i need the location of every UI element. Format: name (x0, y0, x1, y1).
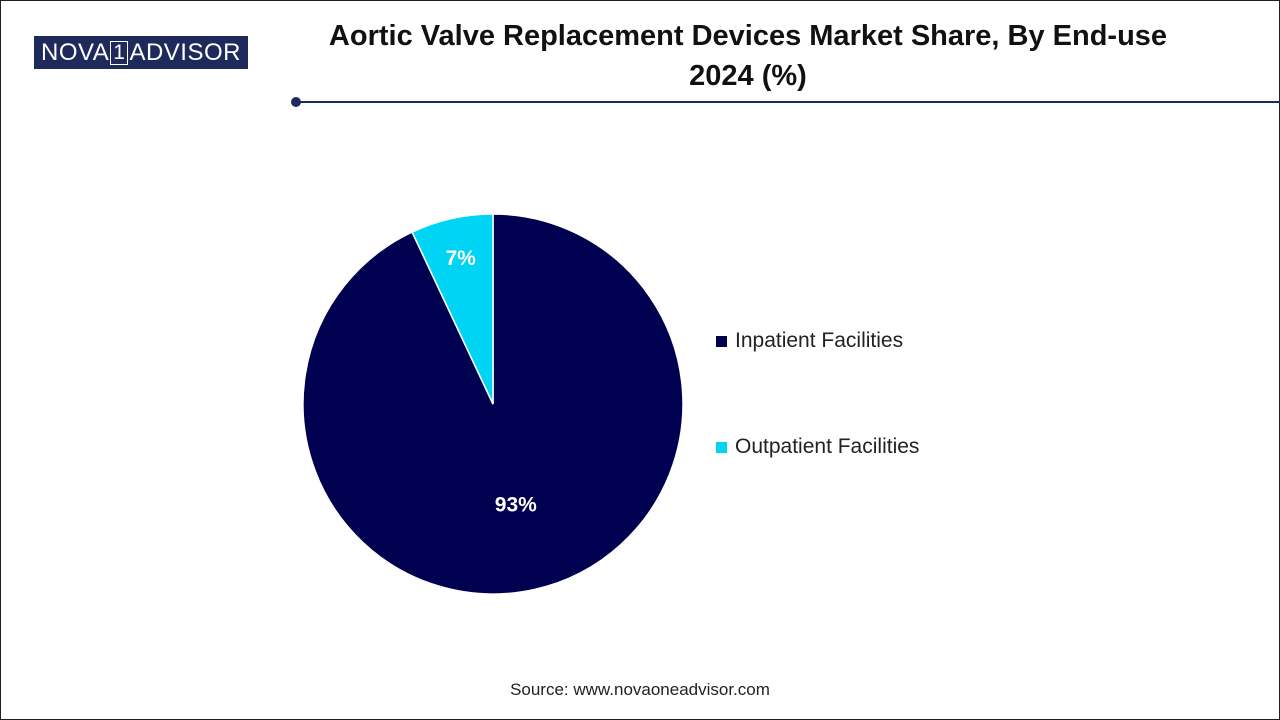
pie-slice-labels: 93% 7% (445, 247, 537, 517)
chart-legend: Inpatient Facilities Outpatient Faciliti… (716, 326, 919, 538)
logo-text-box: 1 (110, 40, 129, 65)
legend-label-inpatient: Inpatient Facilities (735, 329, 904, 352)
title-divider-line (300, 101, 1280, 103)
pie-label-inpatient-facilities: 93% (495, 494, 537, 517)
title-divider-dot (291, 97, 301, 107)
nova-one-advisor-logo: NOVA 1 ADVISOR (34, 36, 248, 69)
legend-swatch-inpatient (716, 335, 727, 347)
legend-item-outpatient: Outpatient Facilities (716, 432, 919, 462)
legend-label-outpatient: Outpatient Facilities (735, 435, 920, 458)
legend-swatch-outpatient (716, 441, 727, 453)
pie-slices (302, 213, 684, 595)
logo-text-left: NOVA (41, 38, 110, 66)
source-note: Source: www.novaoneadvisor.com (510, 680, 770, 699)
chart-title-line-2: 2024 (%) (689, 60, 807, 92)
pie-slice-outpatient-facilities (411, 213, 494, 405)
chart-title-line-1: Aortic Valve Replacement Devices Market … (328, 20, 1168, 52)
chart-title: Aortic Valve Replacement Devices Market … (268, 16, 1228, 96)
pie-label-outpatient-facilities: 7% (445, 247, 476, 270)
logo-text-right: ADVISOR (129, 38, 241, 66)
legend-item-inpatient: Inpatient Facilities (716, 326, 919, 356)
